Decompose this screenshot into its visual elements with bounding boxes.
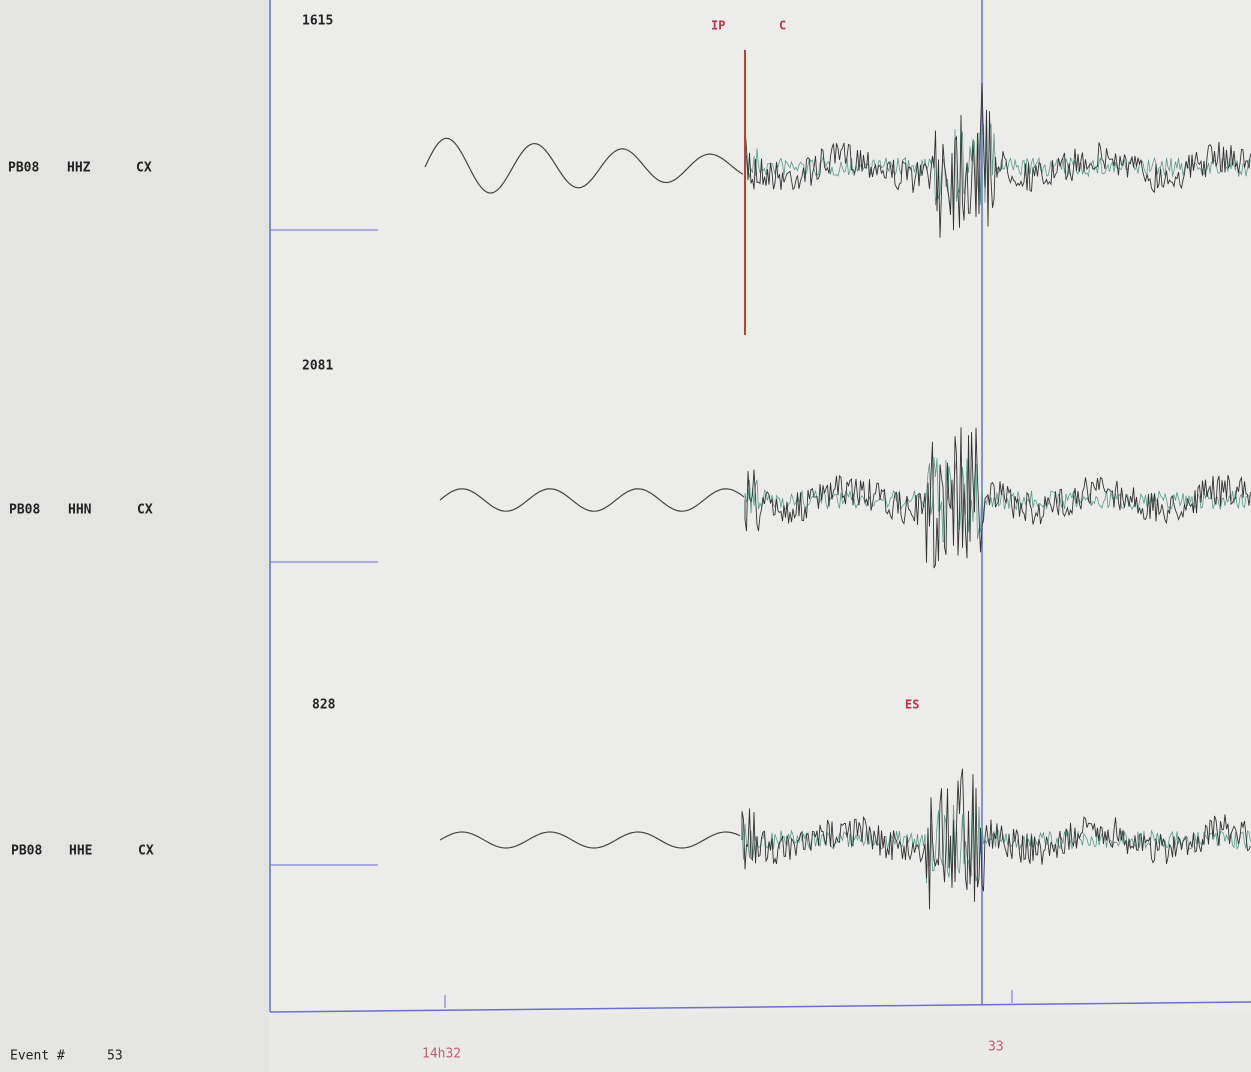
network: CX: [137, 503, 153, 518]
time-axis: [269, 1001, 1251, 1013]
station: PB08: [8, 161, 39, 176]
event-label: Event #: [10, 1049, 65, 1064]
waveform: [741, 768, 1251, 910]
waveforms: [424, 50, 1251, 910]
component: HHN: [68, 503, 92, 518]
component: HHE: [69, 844, 92, 859]
waveform: [424, 137, 744, 194]
left-panel: [0, 0, 270, 1072]
amplitude: 828: [312, 698, 336, 713]
station: PB08: [9, 503, 40, 518]
waveform: [439, 831, 741, 849]
pick-label: IP: [711, 19, 725, 33]
waveform: [744, 456, 1251, 543]
waveform: [744, 123, 1251, 211]
event-number: 53: [107, 1049, 123, 1064]
pick-label: C: [779, 19, 786, 33]
waveform: [744, 427, 1251, 569]
network: CX: [138, 844, 154, 859]
plot-area: [270, 0, 1251, 1012]
amplitude: 1615: [302, 14, 333, 29]
component: HHZ: [67, 161, 91, 176]
amplitude: 2081: [302, 359, 333, 374]
station: PB08: [11, 844, 42, 859]
time-label: 33: [988, 1040, 1004, 1055]
waveform: [744, 82, 1251, 238]
time-label: 14h32: [422, 1047, 461, 1062]
network: CX: [136, 161, 152, 176]
pick-label: ES: [905, 698, 919, 712]
waveform: [439, 488, 745, 512]
